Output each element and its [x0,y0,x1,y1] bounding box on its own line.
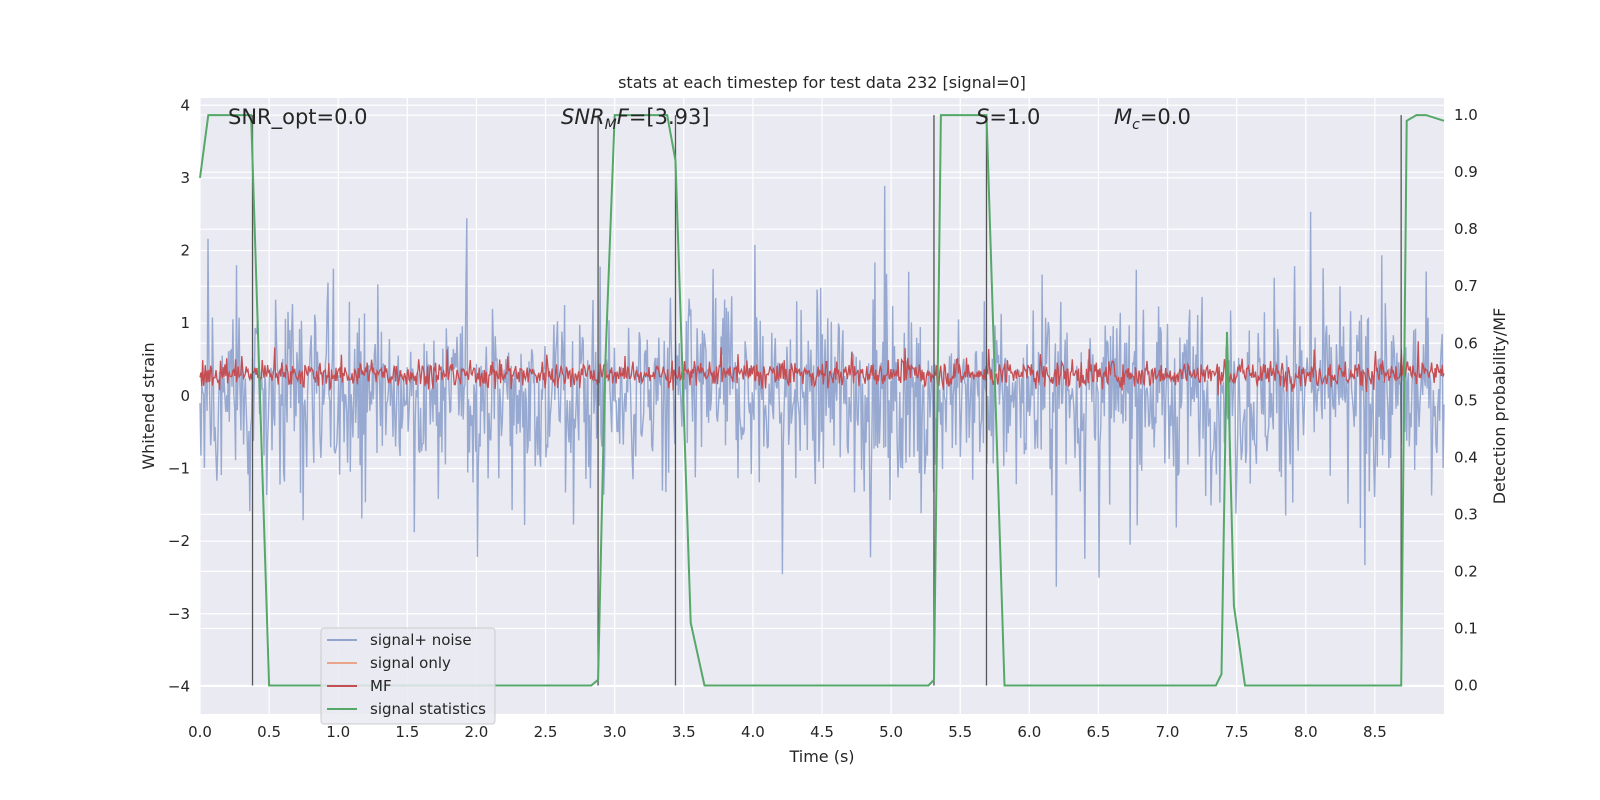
legend-label-stat: signal statistics [370,700,486,718]
y-right-tick-label: 0.8 [1454,220,1478,238]
legend-label-signal-only: signal only [370,654,451,672]
x-axis-label: Time (s) [788,747,854,766]
x-tick-label: 0.0 [188,723,212,741]
y-right-tick-label: 1.0 [1454,106,1478,124]
marker-lines [251,115,1402,686]
x-tick-label: 4.0 [741,723,765,741]
legend-box [320,627,496,725]
y-left-tick-labels: −4 −3 −2 −1 0 1 2 3 4 [168,96,190,695]
x-tick-label: 5.0 [879,723,903,741]
y-right-tick-label: 0.9 [1454,163,1478,181]
annotation-s: S=1.0 [976,105,1040,129]
x-tick-label: 3.5 [672,723,696,741]
x-tick-label: 1.0 [326,723,350,741]
y-left-tick-label: 3 [180,169,190,187]
x-tick-label: 3.0 [603,723,627,741]
legend: signal+ noise signal only MF signal stat… [320,627,496,725]
chart-title: stats at each timestep for test data 232… [618,73,1026,92]
y-left-tick-label: 2 [180,242,190,260]
y-right-tick-label: 0.0 [1454,676,1478,694]
x-tick-label: 4.5 [810,723,834,741]
y-left-tick-label: −1 [168,459,190,477]
y-left-tick-label: −3 [168,605,190,623]
y-left-tick-label: 0 [180,387,190,405]
y-right-tick-label: 0.6 [1454,334,1478,352]
y-left-tick-label: −4 [168,677,190,695]
y-right-tick-label: 0.7 [1454,277,1478,295]
stat-series [199,114,1445,687]
legend-label-noise: signal+ noise [370,631,472,649]
signal-statistics-line [199,114,1445,687]
y-left-tick-label: 1 [180,314,190,332]
y-right-tick-label: 0.4 [1454,448,1478,466]
x-tick-label: 0.5 [257,723,281,741]
y-right-tick-label: 0.5 [1454,391,1478,409]
x-tick-label: 6.5 [1087,723,1111,741]
y-right-axis-label: Detection probability/MF [1490,308,1509,505]
x-tick-label: 2.0 [465,723,489,741]
y-right-tick-labels: 0.0 0.1 0.2 0.3 0.4 0.5 0.6 0.7 0.8 0.9 1.0 [1454,106,1478,694]
y-left-tick-label: 4 [180,96,190,114]
annotation-snr-opt: SNR_opt=0.0 [228,105,368,130]
x-tick-label: 8.5 [1363,723,1387,741]
x-tick-label: 6.0 [1017,723,1041,741]
y-left-tick-label: −2 [168,532,190,550]
x-tick-label: 2.5 [534,723,558,741]
x-tick-label: 7.5 [1225,723,1249,741]
mf-series [199,341,1445,396]
x-tick-labels: 0.0 0.5 1.0 1.5 2.0 2.5 3.0 3.5 4.0 4.5 5.0 5.5 6.0 6… [188,723,1387,741]
annotation-snr-mf: SNRMF=[3.93] [561,105,710,133]
y-left-axis-label: Whitened strain [139,342,158,469]
legend-label-mf: MF [370,677,392,695]
x-tick-label: 5.5 [948,723,972,741]
x-tick-label: 1.5 [395,723,419,741]
x-tick-label: 7.0 [1156,723,1180,741]
annotation-mc: Mc=0.0 [1114,105,1191,133]
y-right-tick-label: 0.3 [1454,505,1478,523]
x-tick-label: 8.0 [1294,723,1318,741]
y-right-tick-label: 0.2 [1454,562,1478,580]
y-right-tick-label: 0.1 [1454,619,1478,637]
plot-area [199,114,1445,687]
mf-line [199,341,1445,396]
